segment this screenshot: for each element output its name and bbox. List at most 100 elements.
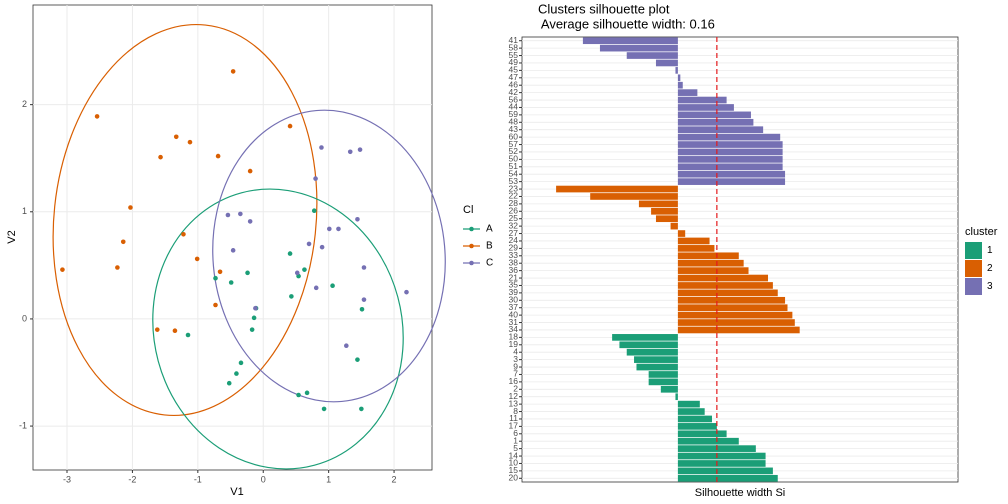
y-tick-label: 52: [509, 146, 519, 156]
point: [173, 134, 179, 140]
y-tick-label: 58: [509, 42, 519, 52]
point: [94, 114, 100, 119]
bar: [655, 59, 678, 67]
point: [294, 270, 300, 276]
y-tick-label: 32: [509, 220, 519, 230]
bar: [556, 185, 678, 193]
legend-key: [965, 260, 982, 277]
point: [304, 390, 310, 396]
bar: [634, 356, 678, 363]
point: [361, 297, 367, 302]
point: [128, 205, 133, 210]
point: [357, 147, 363, 152]
point: [306, 241, 312, 247]
y-tick-label: 53: [509, 176, 519, 186]
y-tick-label: 19: [509, 339, 519, 349]
point: [336, 226, 341, 232]
point: [225, 212, 231, 218]
y-tick-label: 33: [509, 250, 519, 260]
point: [253, 305, 258, 311]
bar: [677, 126, 764, 134]
point: [313, 176, 318, 181]
x-tick-label: -2: [128, 474, 136, 484]
bar: [677, 178, 786, 185]
ellipses: [52, 23, 446, 470]
x-axis-label: Silhouette width Si: [695, 487, 786, 499]
y-tick-label: 57: [509, 139, 519, 149]
y-tick-label: 43: [509, 124, 519, 134]
y-tick-label: 12: [509, 391, 519, 401]
bar: [677, 163, 783, 171]
bar: [660, 385, 678, 393]
point: [319, 244, 325, 250]
y-tick-label: 60: [509, 131, 519, 141]
y-tick-label: 49: [509, 57, 519, 67]
point: [330, 283, 335, 289]
point: [287, 123, 293, 129]
bar: [677, 319, 795, 326]
legend-label: A: [486, 224, 493, 235]
bar: [590, 193, 678, 200]
legend-key: [469, 260, 474, 266]
bar: [677, 170, 786, 178]
bar: [677, 156, 783, 163]
bar: [677, 437, 739, 445]
point: [238, 360, 244, 366]
x-tick-label: -1: [194, 474, 202, 484]
point: [115, 265, 120, 270]
legend-key: [965, 242, 982, 259]
y-tick-label: 1: [513, 435, 518, 445]
y-tick-label: 0: [22, 313, 27, 323]
bar: [677, 267, 749, 274]
left-panel: [32, 4, 433, 471]
point: [359, 406, 364, 412]
legend-key: [965, 278, 982, 295]
bar: [612, 334, 678, 341]
legend-label: 3: [987, 281, 993, 292]
y-tick-label: 28: [509, 198, 519, 208]
bar: [677, 89, 698, 96]
right-panel: [521, 36, 959, 483]
bar: [677, 259, 744, 267]
legend-key: [469, 226, 474, 232]
y-tick-label: 48: [509, 117, 519, 127]
y-tick-label: 45: [509, 65, 519, 75]
point: [215, 153, 221, 159]
legend-title: cluster: [965, 226, 998, 238]
x-tick-label: 2: [392, 474, 397, 484]
bar: [655, 215, 678, 223]
point: [226, 380, 232, 386]
y-tick-label: 4: [513, 346, 518, 356]
bar: [677, 452, 766, 460]
y-tick-label: 14: [509, 450, 519, 460]
bar: [582, 37, 678, 45]
chart-title: Clusters silhouette plot: [538, 1, 670, 16]
bar: [677, 423, 717, 430]
y-tick-label: 38: [509, 257, 519, 267]
bar: [677, 118, 754, 126]
point: [355, 357, 360, 362]
y-tick-label: 55: [509, 50, 519, 60]
y-tick-label: 39: [509, 287, 519, 297]
point: [361, 265, 367, 270]
y-tick-label: 35: [509, 280, 519, 290]
bar: [677, 296, 786, 304]
point: [319, 145, 324, 150]
point: [187, 139, 193, 145]
point: [234, 371, 239, 376]
bar: [677, 415, 712, 423]
bar: [677, 141, 783, 148]
y-tick-label: 5: [513, 443, 518, 453]
x-tick-label: -3: [63, 474, 71, 484]
y-tick-label: 29: [509, 243, 519, 253]
point: [296, 392, 301, 398]
bar: [626, 348, 678, 356]
legend-label: B: [486, 241, 493, 252]
y-tick-label: 6: [513, 428, 518, 438]
y-tick-label: 30: [509, 295, 519, 305]
y-tick-label: 31: [509, 317, 519, 327]
point: [249, 327, 255, 332]
point: [181, 231, 186, 237]
bar: [677, 74, 681, 82]
